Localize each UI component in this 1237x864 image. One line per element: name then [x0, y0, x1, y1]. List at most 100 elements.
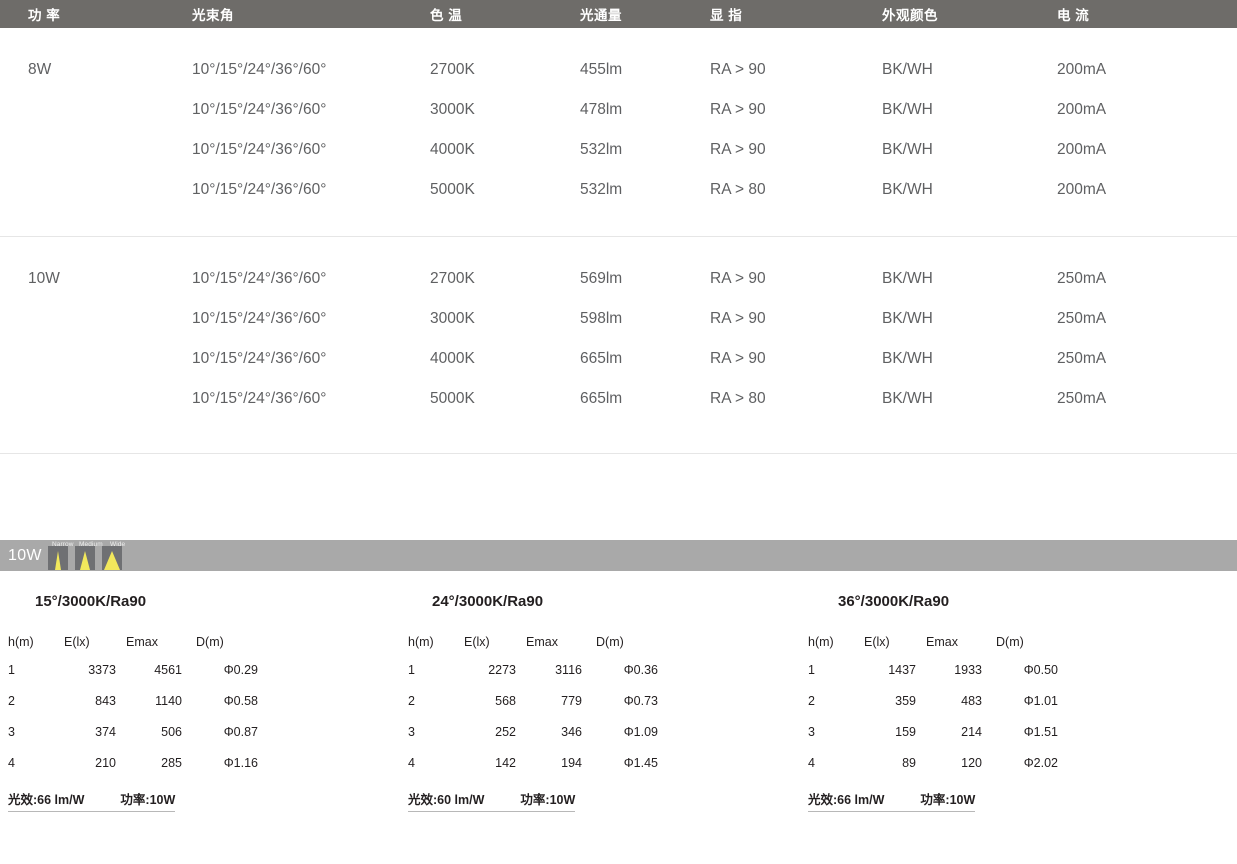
cell-color: BK/WH	[882, 270, 933, 287]
column-header-color-temp: 色 温	[430, 8, 463, 23]
cell-beam: 10°/15°/24°/36°/60°	[192, 350, 327, 367]
cell-flux: 665lm	[580, 390, 623, 407]
cell-height: 3	[8, 725, 15, 739]
beam-icon-group	[47, 540, 122, 571]
table-row: 1 3373 4561 Φ0.29	[8, 663, 258, 694]
cell-diameter: Φ1.16	[223, 756, 258, 770]
photometric-data-table: h(m) E(lx) Emax D(m) 1 3373 4561 Φ0.29 2…	[8, 635, 258, 787]
cell-flux: 455lm	[580, 61, 623, 78]
cell-emax: 194	[561, 756, 582, 770]
cell-flux: 478lm	[580, 101, 623, 118]
photo-col-emax: Emax	[526, 635, 558, 649]
cell-illum: 3373	[88, 663, 116, 677]
column-header-cri: 显 指	[710, 8, 743, 23]
cell-current: 250mA	[1057, 390, 1107, 407]
cell-cri: RA > 90	[710, 270, 766, 287]
table-bottom-divider	[0, 453, 1237, 454]
cell-illum: 374	[95, 725, 116, 739]
cell-emax: 346	[561, 725, 582, 739]
cell-height: 2	[408, 694, 415, 708]
photo-col-emax: Emax	[126, 635, 158, 649]
cell-diameter: Φ0.58	[223, 694, 258, 708]
photo-col-e: E(lx)	[464, 635, 490, 649]
table-row: 10°/15°/24°/36°/60° 3000K 598lm RA > 90 …	[0, 299, 1237, 339]
cell-emax: 1933	[954, 663, 982, 677]
cell-beam: 10°/15°/24°/36°/60°	[192, 390, 327, 407]
photo-col-d: D(m)	[996, 635, 1024, 649]
table-row: 3 252 346 Φ1.09	[408, 725, 658, 756]
cell-diameter: Φ1.01	[1023, 694, 1058, 708]
cell-illum: 210	[95, 756, 116, 770]
cell-color: BK/WH	[882, 310, 933, 327]
cell-cri: RA > 90	[710, 141, 766, 158]
cell-illum: 568	[495, 694, 516, 708]
cell-cct: 2700K	[430, 270, 475, 287]
cell-emax: 779	[561, 694, 582, 708]
cell-illum: 159	[895, 725, 916, 739]
cell-color: BK/WH	[882, 350, 933, 367]
photo-col-h: h(m)	[808, 635, 834, 649]
table-row: 1 1437 1933 Φ0.50	[808, 663, 1058, 694]
cell-emax: 483	[961, 694, 982, 708]
cell-current: 200mA	[1057, 141, 1107, 158]
efficacy-value: 光效:66 lm/W	[808, 793, 885, 807]
cell-color: BK/WH	[882, 181, 933, 198]
table-row: 10°/15°/24°/36°/60° 5000K 665lm RA > 80 …	[0, 379, 1237, 419]
cell-height: 3	[408, 725, 415, 739]
specification-table: 功 率 光束角 色 温 光通量 显 指 外观颜色 电 流 8W 10°/15°/…	[0, 0, 1237, 454]
spec-group-10w: 10W 10°/15°/24°/36°/60° 2700K 569lm RA >…	[0, 259, 1237, 419]
table-row: 10°/15°/24°/36°/60° 5000K 532lm RA > 80 …	[0, 170, 1237, 210]
cell-flux: 598lm	[580, 310, 623, 327]
table-row: 4 210 285 Φ1.16	[8, 756, 258, 787]
spacer	[0, 210, 1237, 236]
cell-diameter: Φ0.87	[223, 725, 258, 739]
photo-col-e: E(lx)	[64, 635, 90, 649]
power-value: 功率:10W	[120, 793, 176, 807]
cell-beam: 10°/15°/24°/36°/60°	[192, 101, 327, 118]
cell-height: 1	[808, 663, 815, 677]
cell-diameter: Φ0.29	[223, 663, 258, 677]
column-header-beam-angle: 光束角	[192, 8, 234, 23]
cell-beam: 10°/15°/24°/36°/60°	[192, 141, 327, 158]
photometric-footer: 光效:66 lm/W 功率:10W	[8, 789, 176, 812]
beam-caption-narrow: Narrow	[52, 541, 74, 548]
column-header-current: 电 流	[1057, 8, 1090, 23]
cell-color: BK/WH	[882, 101, 933, 118]
cell-emax: 120	[961, 756, 982, 770]
cell-current: 250mA	[1057, 270, 1107, 287]
table-row: 3 374 506 Φ0.87	[8, 725, 258, 756]
photo-col-e: E(lx)	[864, 635, 890, 649]
table-row: 10W 10°/15°/24°/36°/60° 2700K 569lm RA >…	[0, 259, 1237, 299]
cell-power: 8W	[28, 61, 52, 78]
cell-illum: 89	[902, 756, 916, 770]
cell-illum: 843	[95, 694, 116, 708]
cell-height: 1	[408, 663, 415, 677]
photometric-header-row: h(m) E(lx) Emax D(m)	[8, 635, 258, 663]
cell-cct: 3000K	[430, 101, 475, 118]
photometric-data-table: h(m) E(lx) Emax D(m) 1 2273 3116 Φ0.36 2…	[408, 635, 658, 787]
wattage-banner: 10W Narrow Medium Wide	[0, 540, 1237, 571]
cell-flux: 665lm	[580, 350, 623, 367]
table-row: 4 89 120 Φ2.02	[808, 756, 1058, 787]
cell-diameter: Φ0.36	[623, 663, 658, 677]
cell-cct: 4000K	[430, 141, 475, 158]
cell-illum: 142	[495, 756, 516, 770]
photometric-block-36deg: 36°/3000K/Ra90 h(m) E(lx) Emax D(m) 1 14…	[790, 571, 1180, 812]
cell-diameter: Φ1.45	[623, 756, 658, 770]
photometric-section: 10W Narrow Medium Wide	[0, 540, 1237, 571]
cell-cct: 2700K	[430, 61, 475, 78]
photometric-header-row: h(m) E(lx) Emax D(m)	[408, 635, 658, 663]
photometric-footer: 光效:60 lm/W 功率:10W	[408, 789, 576, 812]
spacer	[0, 419, 1237, 453]
photometric-data-table: h(m) E(lx) Emax D(m) 1 1437 1933 Φ0.50 2…	[808, 635, 1058, 787]
banner-wattage-label: 10W	[8, 546, 42, 564]
cell-emax: 4561	[154, 663, 182, 677]
cell-illum: 359	[895, 694, 916, 708]
cell-current: 250mA	[1057, 350, 1107, 367]
cell-emax: 1140	[155, 694, 182, 708]
cell-cct: 5000K	[430, 390, 475, 407]
cell-illum: 1437	[888, 663, 916, 677]
cell-cri: RA > 90	[710, 101, 766, 118]
cell-color: BK/WH	[882, 141, 933, 158]
cell-diameter: Φ1.51	[1023, 725, 1058, 739]
